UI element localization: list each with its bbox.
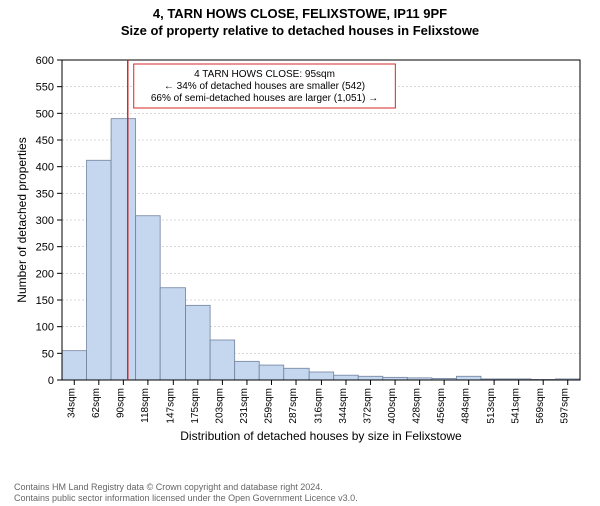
svg-text:231sqm: 231sqm: [239, 388, 250, 424]
svg-text:316sqm: 316sqm: [313, 388, 324, 424]
svg-text:147sqm: 147sqm: [165, 388, 176, 424]
annotation-line: 66% of semi-detached houses are larger (…: [151, 93, 378, 104]
histogram-bar: [210, 340, 235, 380]
svg-text:203sqm: 203sqm: [214, 388, 225, 424]
svg-text:100: 100: [36, 322, 54, 334]
svg-text:456sqm: 456sqm: [436, 388, 447, 424]
svg-text:300: 300: [36, 215, 54, 227]
histogram-bar: [334, 375, 359, 380]
svg-text:150: 150: [36, 295, 54, 307]
svg-text:450: 450: [36, 135, 54, 147]
svg-text:569sqm: 569sqm: [535, 388, 546, 424]
footer-line1: Contains HM Land Registry data © Crown c…: [14, 482, 600, 493]
svg-text:550: 550: [36, 82, 54, 94]
histogram-bar: [284, 368, 309, 380]
svg-text:50: 50: [42, 348, 54, 360]
histogram-chart: 0 50 100 150 200 250 300 350 400 450 500 550 600 34sq…: [10, 50, 590, 450]
histogram-bar: [309, 372, 334, 380]
svg-text:428sqm: 428sqm: [412, 388, 423, 424]
svg-text:118sqm: 118sqm: [140, 388, 151, 423]
svg-text:90sqm: 90sqm: [115, 388, 126, 418]
svg-text:372sqm: 372sqm: [363, 388, 374, 424]
svg-text:287sqm: 287sqm: [288, 388, 299, 424]
svg-text:541sqm: 541sqm: [511, 388, 522, 424]
svg-text:62sqm: 62sqm: [91, 388, 102, 418]
svg-text:513sqm: 513sqm: [486, 388, 497, 424]
annotation-line: 4 TARN HOWS CLOSE: 95sqm: [194, 69, 335, 80]
svg-text:597sqm: 597sqm: [560, 388, 571, 424]
svg-text:200: 200: [36, 268, 54, 280]
histogram-bar: [456, 376, 481, 380]
x-axis-label: Distribution of detached houses by size …: [180, 429, 462, 443]
svg-text:250: 250: [36, 242, 54, 254]
histogram-bar: [235, 361, 260, 380]
svg-text:500: 500: [36, 108, 54, 120]
svg-text:484sqm: 484sqm: [461, 388, 472, 424]
svg-text:350: 350: [36, 188, 54, 200]
svg-text:34sqm: 34sqm: [66, 388, 77, 418]
histogram-bar: [136, 216, 161, 380]
histogram-bar: [358, 376, 383, 380]
page-title-line2: Size of property relative to detached ho…: [0, 23, 600, 38]
histogram-bar: [186, 305, 211, 380]
svg-text:175sqm: 175sqm: [190, 388, 201, 424]
footer-attribution: Contains HM Land Registry data © Crown c…: [0, 482, 600, 504]
annotation-line: ← 34% of detached houses are smaller (54…: [164, 81, 365, 92]
histogram-bar: [259, 365, 284, 380]
histogram-bar: [87, 160, 112, 380]
footer-line2: Contains public sector information licen…: [14, 493, 600, 504]
svg-text:0: 0: [48, 375, 54, 387]
histogram-bar: [111, 119, 136, 380]
svg-text:600: 600: [36, 55, 54, 67]
svg-text:400sqm: 400sqm: [387, 388, 398, 424]
page-title-line1: 4, TARN HOWS CLOSE, FELIXSTOWE, IP11 9PF: [0, 6, 600, 21]
y-axis-label: Number of detached properties: [15, 137, 29, 302]
histogram-bar: [160, 288, 185, 380]
svg-text:259sqm: 259sqm: [263, 388, 274, 424]
svg-text:344sqm: 344sqm: [338, 388, 349, 424]
histogram-bar: [62, 351, 87, 380]
svg-text:400: 400: [36, 162, 54, 174]
